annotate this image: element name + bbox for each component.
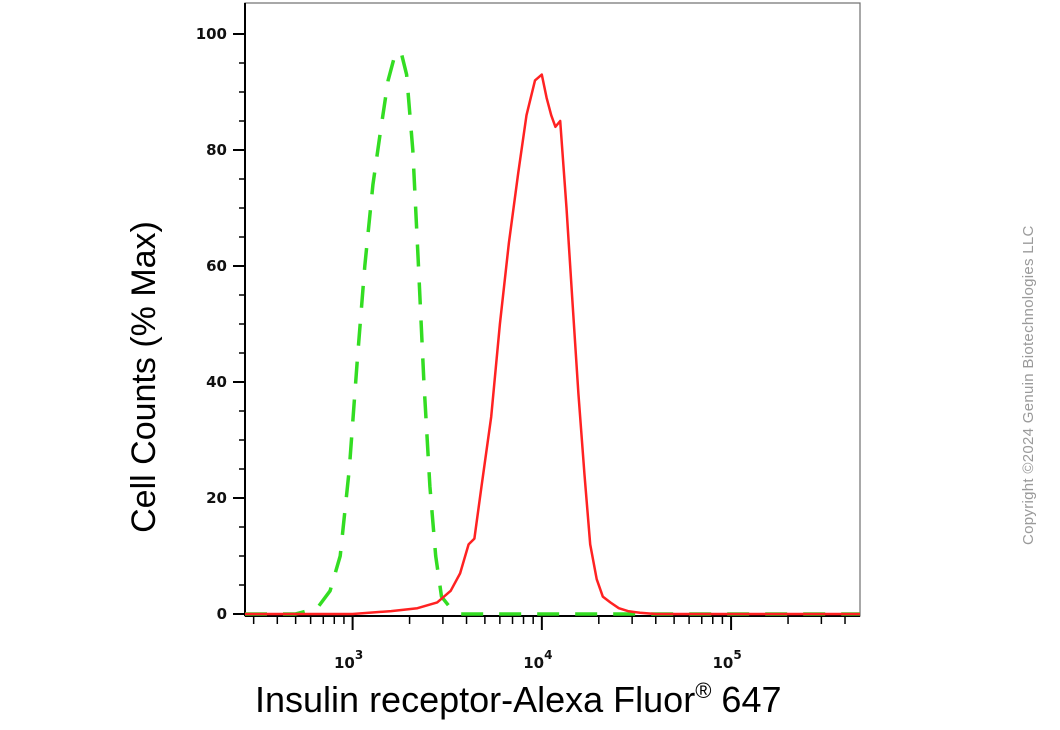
series-layer bbox=[245, 49, 860, 616]
x-axis-title-mark: ® bbox=[695, 678, 711, 703]
plot-frame bbox=[244, 2, 861, 617]
x-axis-title-main: Insulin receptor-Alexa Fluor bbox=[255, 679, 695, 720]
control-histogram-line bbox=[245, 49, 860, 616]
x-tick-label: 105 bbox=[712, 648, 741, 672]
x-axis-title: Insulin receptor-Alexa Fluor® 647 bbox=[255, 678, 782, 720]
x-ticks: 103 104 105 bbox=[252, 616, 846, 672]
y-axis-title: Cell Counts (% Max) bbox=[125, 221, 163, 533]
x-axis-title-suffix: 647 bbox=[711, 679, 781, 720]
x-tick-label: 103 bbox=[334, 648, 363, 672]
y-ticks: 0 20 40 60 80 100 bbox=[196, 25, 245, 623]
y-tick-label: 40 bbox=[206, 373, 227, 391]
y-tick-label: 80 bbox=[206, 141, 227, 159]
copyright-watermark: Copyright ©2024 Genuin Biotechnologies L… bbox=[1020, 225, 1037, 545]
y-tick-label: 20 bbox=[206, 489, 227, 507]
x-tick-label: 104 bbox=[523, 648, 552, 672]
y-tick-label: 60 bbox=[206, 257, 227, 275]
y-tick-label: 100 bbox=[196, 25, 227, 43]
stained-histogram-line bbox=[245, 73, 860, 616]
y-tick-label: 0 bbox=[217, 605, 227, 623]
